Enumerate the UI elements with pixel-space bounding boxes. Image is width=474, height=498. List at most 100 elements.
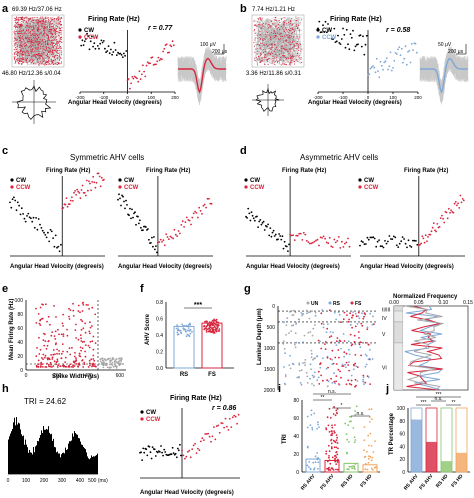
data-point xyxy=(215,329,218,332)
cw-point xyxy=(360,45,363,48)
data-point xyxy=(354,410,356,412)
fs-point xyxy=(71,346,73,349)
fs-point xyxy=(72,315,75,317)
spike-dot xyxy=(284,27,286,29)
spike-dot xyxy=(277,23,279,25)
x-tick-label: FS HD xyxy=(450,473,464,489)
ccw-point xyxy=(217,424,220,427)
ccw-point xyxy=(431,226,434,229)
spike-dot xyxy=(25,50,27,52)
histogram-bar xyxy=(27,447,28,474)
histogram-bar xyxy=(80,441,81,474)
spike-dot xyxy=(284,44,286,46)
un-point xyxy=(106,358,109,361)
ccw-point xyxy=(420,242,422,245)
histogram-bar xyxy=(83,446,84,474)
fs-point xyxy=(87,366,90,368)
cw-point xyxy=(344,46,347,49)
spike-dot xyxy=(50,60,52,62)
data-point xyxy=(217,329,220,332)
spike-dot xyxy=(28,54,30,57)
spike-dot xyxy=(264,53,266,56)
unit-point xyxy=(335,375,338,377)
spike-dot xyxy=(44,26,46,29)
unit-point xyxy=(345,383,348,386)
fs-point xyxy=(48,363,50,366)
spike-dot xyxy=(290,23,292,25)
spike-dot xyxy=(43,52,45,54)
fs-point xyxy=(35,364,38,367)
spike-dot xyxy=(32,25,34,27)
cw-point xyxy=(23,217,26,220)
spike-dot xyxy=(285,63,287,66)
ccw-point xyxy=(460,201,463,204)
data-point xyxy=(185,324,188,327)
spike-dot xyxy=(36,28,38,30)
spike-dot xyxy=(31,40,33,43)
cw-point xyxy=(287,250,289,253)
ccw-point xyxy=(387,68,389,71)
spike-dot xyxy=(48,21,50,23)
histogram-bar xyxy=(10,433,11,474)
data-point xyxy=(331,432,334,435)
x-tick-label: FS HD xyxy=(359,473,373,489)
fs-point xyxy=(74,329,77,331)
ccw-point xyxy=(426,240,428,243)
fs-point xyxy=(79,334,82,337)
spike-dot xyxy=(31,30,34,32)
spike-dot xyxy=(256,21,258,23)
data-point xyxy=(336,468,339,471)
ccw-point xyxy=(390,69,393,72)
histogram-bar xyxy=(66,449,67,474)
unit-point xyxy=(296,376,299,379)
unit-point xyxy=(330,335,333,337)
spike-dot xyxy=(278,26,280,29)
spike-dot xyxy=(42,45,44,47)
data-point xyxy=(206,324,209,326)
spike-dot xyxy=(52,60,55,62)
ccw-point xyxy=(209,202,212,205)
spike-dot xyxy=(32,44,34,46)
unit-point xyxy=(309,311,311,314)
fs-point xyxy=(92,335,95,338)
spike-dot xyxy=(271,44,273,46)
spike-dot xyxy=(58,63,60,65)
panel-b-scale-v: 50 μV xyxy=(438,42,452,48)
cw-point xyxy=(142,229,144,232)
spike-dot xyxy=(284,39,286,41)
spike-dot xyxy=(256,34,258,36)
fs-point xyxy=(84,355,87,358)
cw-point xyxy=(107,45,110,47)
cw-point xyxy=(104,47,106,50)
spike-dot xyxy=(16,59,18,61)
histogram-bar xyxy=(39,437,40,474)
spike-dot xyxy=(40,16,42,18)
spike-dot xyxy=(18,33,20,35)
spike-dot xyxy=(262,60,264,62)
ccw-point xyxy=(374,71,377,74)
cw-point xyxy=(150,457,153,460)
spike-dot xyxy=(54,28,56,30)
spike-dot xyxy=(14,61,17,63)
unit-point xyxy=(335,340,338,343)
spike-dot xyxy=(268,47,270,49)
ccw-point xyxy=(318,244,320,247)
cw-point xyxy=(148,445,151,448)
spike-dot xyxy=(36,41,38,43)
data-point xyxy=(311,426,314,429)
unit-point xyxy=(288,332,290,334)
spike-dot xyxy=(25,30,28,32)
data-point xyxy=(336,436,339,439)
spike-dot xyxy=(272,58,274,60)
x-tick-label: RS AHV xyxy=(403,473,420,492)
spike-dot xyxy=(48,30,50,32)
spike-dot xyxy=(47,60,49,63)
panel-b-xlabel: Angular Head Velocity (degree/s) xyxy=(308,100,402,106)
spike-dot xyxy=(18,41,20,44)
spike-dot xyxy=(51,17,53,19)
spike-dot xyxy=(254,24,256,26)
fs-point xyxy=(58,350,60,352)
unit-point xyxy=(371,323,374,326)
panel-a-polar-plot xyxy=(12,80,56,124)
spike-dot xyxy=(17,58,19,60)
